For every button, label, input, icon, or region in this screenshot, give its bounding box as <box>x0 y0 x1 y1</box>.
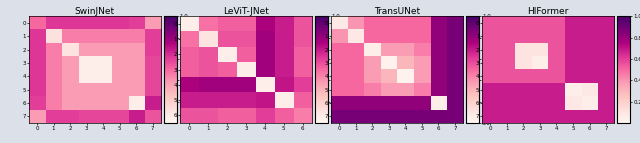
Title: TransUNet: TransUNet <box>374 7 420 16</box>
Title: HIFormer: HIFormer <box>527 7 569 16</box>
Title: SwinJNet: SwinJNet <box>75 7 115 16</box>
Title: LeViT-JNet: LeViT-JNet <box>223 7 269 16</box>
